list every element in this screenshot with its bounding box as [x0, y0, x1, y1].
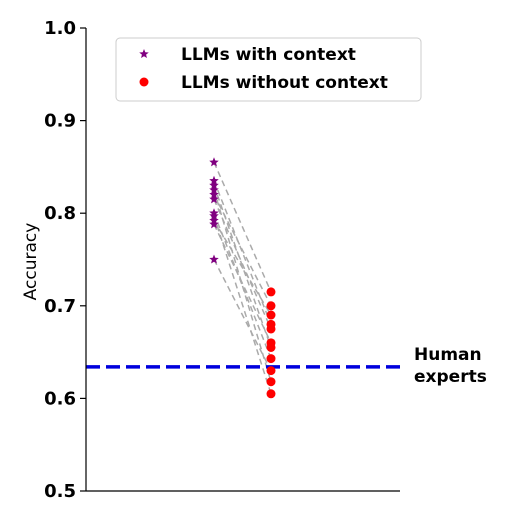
- point-with-context: [209, 189, 219, 199]
- connector-line: [213, 220, 272, 316]
- point-with-context: [209, 254, 219, 264]
- legend-circle-marker: [139, 77, 149, 87]
- legend: LLMs with context LLMs without context: [115, 37, 422, 102]
- connector-line: [213, 180, 272, 325]
- connector-line: [213, 161, 272, 293]
- y-tick-label: 0.6: [44, 388, 76, 409]
- point-with-context: [209, 175, 219, 185]
- y-tick-label: 0.7: [44, 296, 76, 317]
- point-with-context: [209, 180, 219, 190]
- point-without-context: [266, 389, 276, 399]
- data-points: [209, 157, 276, 399]
- human-experts-label-line2: experts: [414, 367, 487, 387]
- connector-line: [213, 199, 272, 330]
- axes: 0.5 0.6 0.7 0.8 0.9 1.0: [44, 18, 400, 502]
- point-without-context: [266, 377, 276, 387]
- legend-frame: [115, 37, 422, 102]
- legend-label-with-context: LLMs with context: [181, 45, 356, 65]
- legend-label-without-context: LLMs without context: [181, 73, 388, 93]
- connector-line: [213, 223, 272, 344]
- y-tick-label: 1.0: [44, 18, 76, 39]
- point-with-context: [209, 194, 219, 204]
- point-without-context: [266, 287, 276, 297]
- connector-line: [213, 194, 272, 307]
- connector-lines: [213, 161, 272, 394]
- human-experts-label-line1: Human: [414, 345, 482, 365]
- point-without-context: [266, 354, 276, 364]
- legend-star-marker: [139, 49, 149, 59]
- point-with-context: [209, 210, 219, 221]
- point-without-context: [266, 310, 276, 320]
- y-axis-title: Accuracy: [21, 223, 41, 301]
- point-without-context: [266, 301, 276, 311]
- point-without-context: [266, 342, 276, 352]
- connector-line: [213, 259, 272, 371]
- point-without-context: [266, 366, 276, 376]
- point-with-context: [209, 157, 219, 167]
- connector-line: [213, 212, 272, 359]
- y-tick-label: 0.8: [44, 203, 76, 224]
- y-tick-label: 0.5: [44, 481, 76, 502]
- point-without-context: [266, 324, 276, 334]
- point-with-context: [209, 219, 219, 229]
- y-tick-label: 0.9: [44, 111, 76, 132]
- point-with-context: [209, 185, 219, 195]
